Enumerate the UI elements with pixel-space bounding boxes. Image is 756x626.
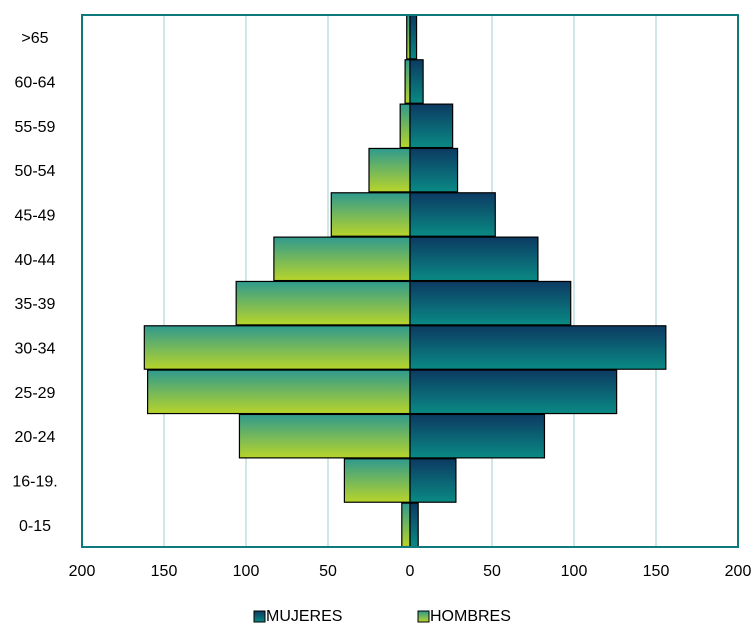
bar-hombres xyxy=(235,280,411,326)
bars xyxy=(143,14,667,548)
legend-label: HOMBRES xyxy=(430,608,511,625)
bar-hombres xyxy=(330,192,411,237)
bar-mujeres xyxy=(409,280,572,326)
x-tick-label: 200 xyxy=(69,563,96,580)
bar-mujeres xyxy=(409,147,459,193)
y-tick-label: 30-34 xyxy=(15,341,56,358)
y-tick-label: 60-64 xyxy=(15,75,56,92)
x-tick-label: 100 xyxy=(233,563,260,580)
y-tick-label: 0-15 xyxy=(19,518,51,535)
bar-mujeres xyxy=(409,103,454,149)
y-tick-label: 50-54 xyxy=(15,163,56,180)
legend-swatch xyxy=(253,610,266,623)
bar-hombres xyxy=(273,236,411,282)
bar-mujeres xyxy=(409,413,546,459)
x-tick-label: 150 xyxy=(643,563,670,580)
bar-hombres xyxy=(238,413,411,459)
plot-frame xyxy=(81,14,739,548)
legend: MUJERES HOMBRES xyxy=(253,608,511,625)
y-tick-label: 25-29 xyxy=(15,385,56,402)
bar-mujeres xyxy=(409,59,424,104)
bar-hombres xyxy=(399,103,411,149)
bar-hombres xyxy=(343,458,411,503)
bar-mujeres xyxy=(409,458,457,503)
bar-hombres xyxy=(368,147,411,193)
x-tick-label: 100 xyxy=(561,563,588,580)
y-tick-label: 20-24 xyxy=(15,429,56,446)
y-axis-labels: 0-15 16-19. 20-24 25-29 30-34 35-39 40-44 45-49… xyxy=(12,30,57,535)
y-tick-label: 35-39 xyxy=(15,296,56,313)
bar-mujeres xyxy=(409,14,418,60)
bar-mujeres xyxy=(409,325,667,370)
x-tick-label: 0 xyxy=(406,563,415,580)
bar-hombres xyxy=(147,369,411,415)
y-tick-label: 16-19. xyxy=(12,474,57,491)
bar-mujeres xyxy=(409,192,496,237)
bar-hombres xyxy=(404,59,411,104)
bar-mujeres xyxy=(409,236,539,282)
legend-label: MUJERES xyxy=(266,608,342,625)
y-tick-label: >65 xyxy=(21,30,48,47)
x-tick-label: 50 xyxy=(319,563,337,580)
y-tick-label: 55-59 xyxy=(15,119,56,136)
y-tick-label: 40-44 xyxy=(15,252,56,269)
bar-mujeres xyxy=(409,502,419,548)
bar-hombres xyxy=(401,502,411,548)
x-tick-label: 50 xyxy=(483,563,501,580)
x-axis-labels: 200 150 100 50 0 50 100 150 200 xyxy=(69,563,752,580)
y-tick-label: 45-49 xyxy=(15,208,56,225)
bar-mujeres xyxy=(409,369,618,415)
bar-hombres xyxy=(143,325,411,370)
x-tick-label: 200 xyxy=(725,563,752,580)
x-tick-label: 150 xyxy=(151,563,178,580)
legend-swatch xyxy=(417,610,430,623)
